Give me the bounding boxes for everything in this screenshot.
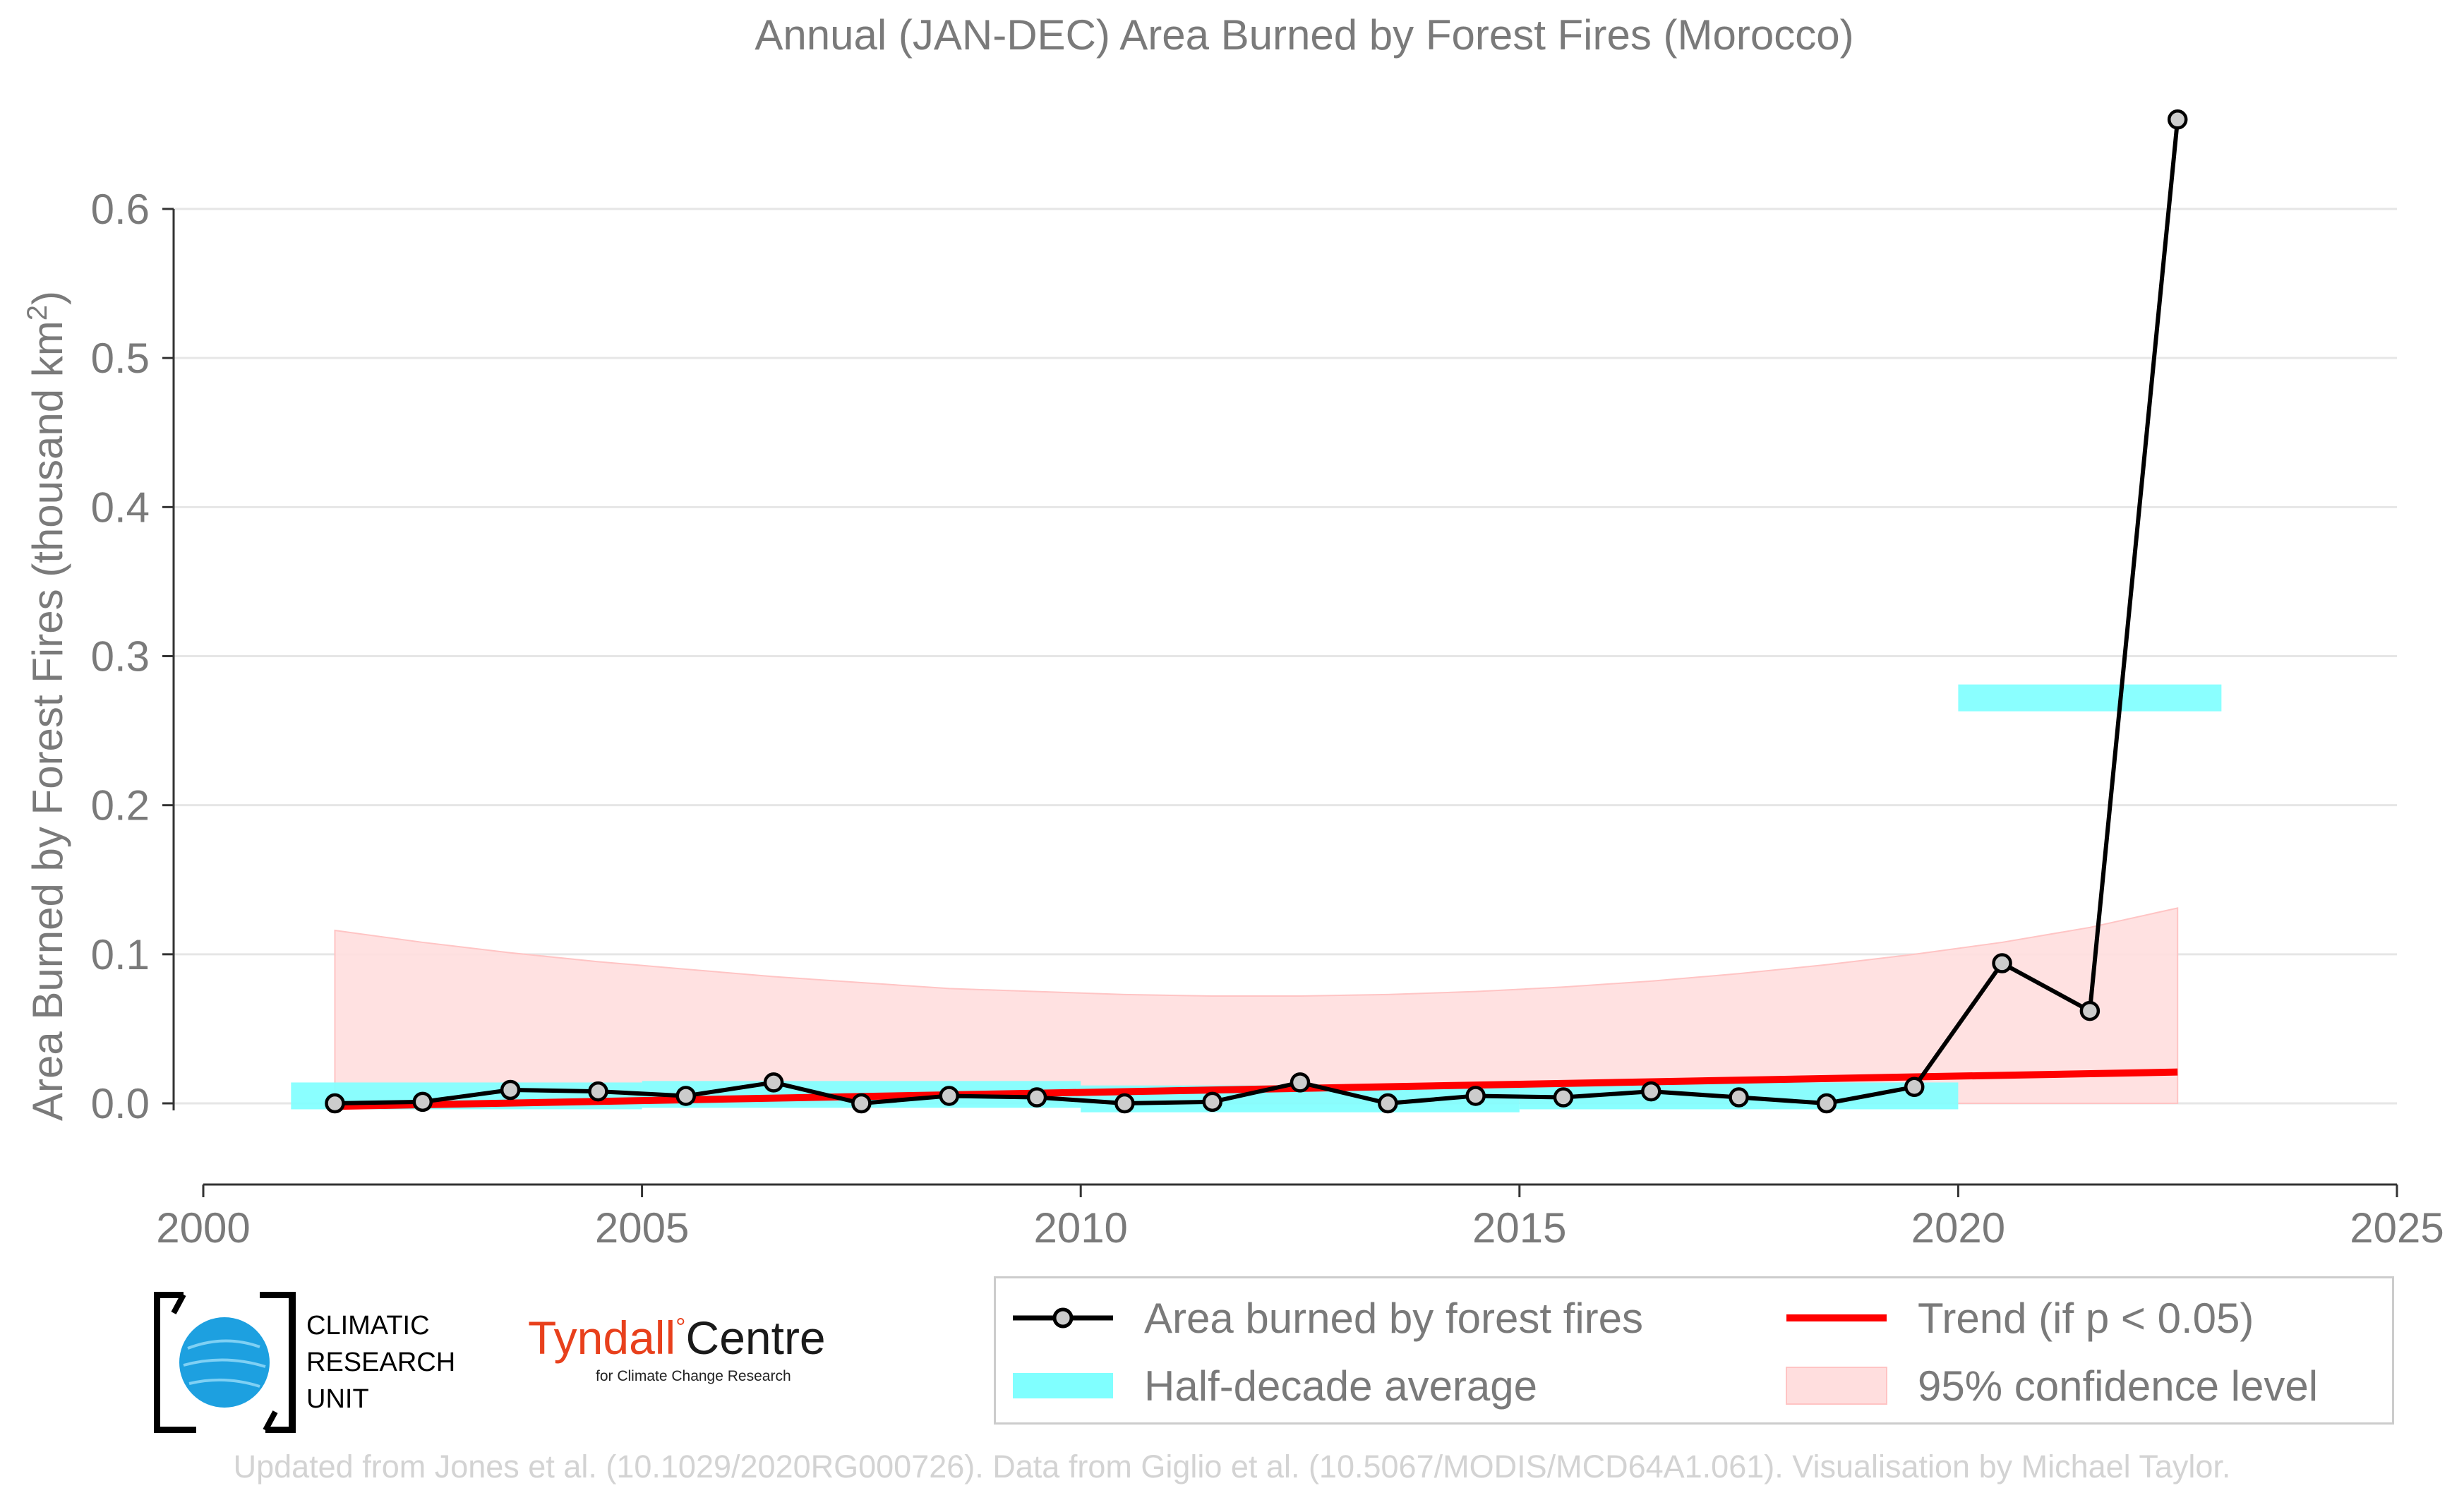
- legend-item-confidence: 95% confidence level: [1784, 1357, 2318, 1414]
- data-point-2: [500, 1079, 521, 1101]
- y-tick-label-1: 0.1: [91, 931, 150, 978]
- footer-credits: Updated from Jones et al. (10.1029/2020R…: [233, 1449, 2231, 1485]
- axes: [172, 209, 2398, 1197]
- x-tick-label-1: 2005: [595, 1204, 689, 1252]
- data-point-4: [675, 1086, 697, 1106]
- x-tick-label-5: 2025: [2350, 1204, 2444, 1252]
- cru-line-2: RESEARCH: [306, 1348, 456, 1377]
- data-point-19: [1992, 953, 2012, 973]
- data-point-6: [851, 1093, 872, 1114]
- y-tick-labels: 0.0 0.1 0.2 0.3 0.4 0.5 0.6: [91, 186, 150, 1127]
- x-tick-labels: 2000 2005 2010 2015 2020 2025: [156, 1204, 2444, 1252]
- tyndall-name: Tyndall: [528, 1312, 676, 1364]
- x-tick-label-0: 2000: [156, 1204, 250, 1252]
- legend-trend-line-icon: [1786, 1314, 1887, 1321]
- data-point-17: [1816, 1093, 1837, 1114]
- chart-title: Annual (JAN-DEC) Area Burned by Forest F…: [755, 11, 1853, 59]
- data-point-9: [1114, 1093, 1135, 1114]
- y-tick-label-0: 0.0: [91, 1080, 150, 1127]
- data-point-12: [1378, 1093, 1398, 1114]
- x-tick-label-4: 2020: [1911, 1204, 2005, 1252]
- legend-line-marker-icon: [1013, 1307, 1113, 1329]
- y-tick-label-2: 0.2: [91, 782, 150, 829]
- data-point-8: [1026, 1087, 1047, 1108]
- data-point-21: [2167, 109, 2188, 130]
- data-point-1: [412, 1091, 433, 1113]
- legend-item-series: Area burned by forest fires: [1010, 1290, 1643, 1346]
- data-point-16: [1729, 1087, 1749, 1108]
- data-point-0: [325, 1093, 345, 1114]
- trend-line-group: [335, 1068, 2178, 1110]
- legend-bar-icon: [1013, 1373, 1113, 1398]
- cru-line-3: UNIT: [306, 1384, 369, 1414]
- legend-label-series: Area burned by forest fires: [1144, 1294, 1644, 1342]
- data-point-5: [763, 1072, 784, 1093]
- tyndall-centre: Centre: [685, 1312, 826, 1364]
- data-point-13: [1465, 1086, 1486, 1106]
- legend-label-trend: Trend (if p < 0.05): [1918, 1294, 2254, 1342]
- legend-label-confidence: 95% confidence level: [1918, 1362, 2319, 1410]
- gridlines: [162, 208, 2397, 1105]
- x-tick-label-3: 2015: [1472, 1204, 1566, 1252]
- data-point-7: [939, 1086, 959, 1106]
- legend-item-half-decade: Half-decade average: [1010, 1357, 1537, 1414]
- chart-legend: Area burned by forest fires Half-decade …: [994, 1276, 2394, 1425]
- chart-canvas: Annual (JAN-DEC) Area Burned by Forest F…: [22, 11, 2444, 1252]
- series-line: [335, 119, 2180, 1105]
- legend-label-half-decade: Half-decade average: [1144, 1362, 1538, 1410]
- data-point-10: [1202, 1091, 1222, 1113]
- y-tick-label-3: 0.3: [91, 633, 150, 680]
- x-tick-label-2: 2010: [1033, 1204, 1127, 1252]
- half-decade-bar-4: [1958, 684, 2222, 712]
- data-point-20: [2079, 1000, 2101, 1021]
- series-group: [325, 109, 2188, 1114]
- data-point-11: [1290, 1072, 1311, 1093]
- data-point-3: [588, 1081, 608, 1102]
- y-tick-label-6: 0.6: [91, 186, 150, 233]
- cru-logo: [154, 1292, 296, 1433]
- y-tick-label-4: 0.4: [91, 484, 150, 531]
- tyndall-subtitle: for Climate Change Research: [596, 1368, 791, 1384]
- cru-logo-text: CLIMATIC RESEARCH UNIT: [306, 1307, 455, 1417]
- cru-line-1: CLIMATIC: [306, 1311, 430, 1341]
- data-point-15: [1641, 1081, 1661, 1102]
- legend-band-icon: [1786, 1367, 1887, 1405]
- trend-line: [335, 1068, 2178, 1110]
- legend-item-trend: Trend (if p < 0.05): [1784, 1290, 2254, 1346]
- data-point-14: [1553, 1087, 1574, 1108]
- tyndall-logo: Tyndall°Centre for Climate Change Resear…: [528, 1314, 826, 1385]
- data-point-18: [1904, 1077, 1925, 1098]
- y-tick-label-5: 0.5: [91, 335, 150, 382]
- y-axis-label: Area Burned by Forest Fires (thousand km…: [22, 291, 71, 1121]
- tyndall-degree: °: [675, 1312, 686, 1341]
